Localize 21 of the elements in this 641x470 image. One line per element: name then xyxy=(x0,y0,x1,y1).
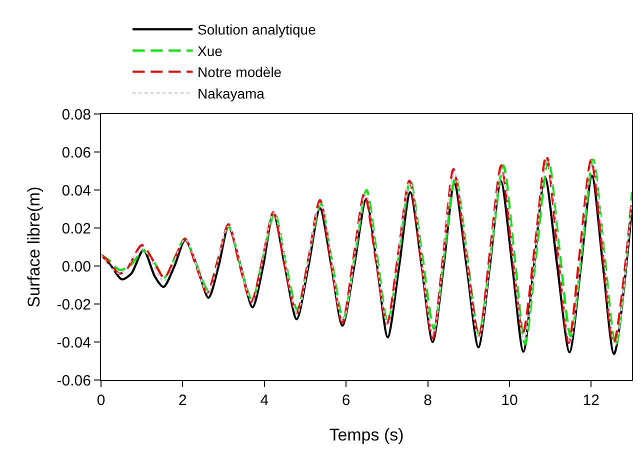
x-tick-label: 2 xyxy=(178,392,187,409)
legend-label: Solution analytique xyxy=(198,22,316,38)
legend-label: Nakayama xyxy=(198,85,265,102)
y-tick-label: 0.06 xyxy=(62,144,91,162)
x-tick-label: 8 xyxy=(424,392,432,409)
y-axis-title: Surface libre(m) xyxy=(24,186,44,308)
x-tick-label: 10 xyxy=(501,392,518,409)
y-tick-label: 0.04 xyxy=(62,182,91,200)
x-tick-label: 12 xyxy=(582,392,600,409)
y-tick-label: -0.06 xyxy=(56,372,91,390)
x-tick-label: 4 xyxy=(260,392,269,409)
y-tick-label: -0.04 xyxy=(56,334,91,352)
legend-label: Xue xyxy=(198,42,223,59)
y-tick-label: 0.08 xyxy=(62,106,91,124)
y-tick-label: 0.00 xyxy=(62,258,91,276)
x-tick-label: 0 xyxy=(96,392,106,409)
y-tick-label: 0.02 xyxy=(62,220,91,238)
x-tick-label: 6 xyxy=(342,392,350,409)
x-axis-title: Temps (s) xyxy=(329,425,404,444)
legend-label: Notre modèle xyxy=(198,64,282,80)
y-tick-label: -0.02 xyxy=(56,296,91,314)
